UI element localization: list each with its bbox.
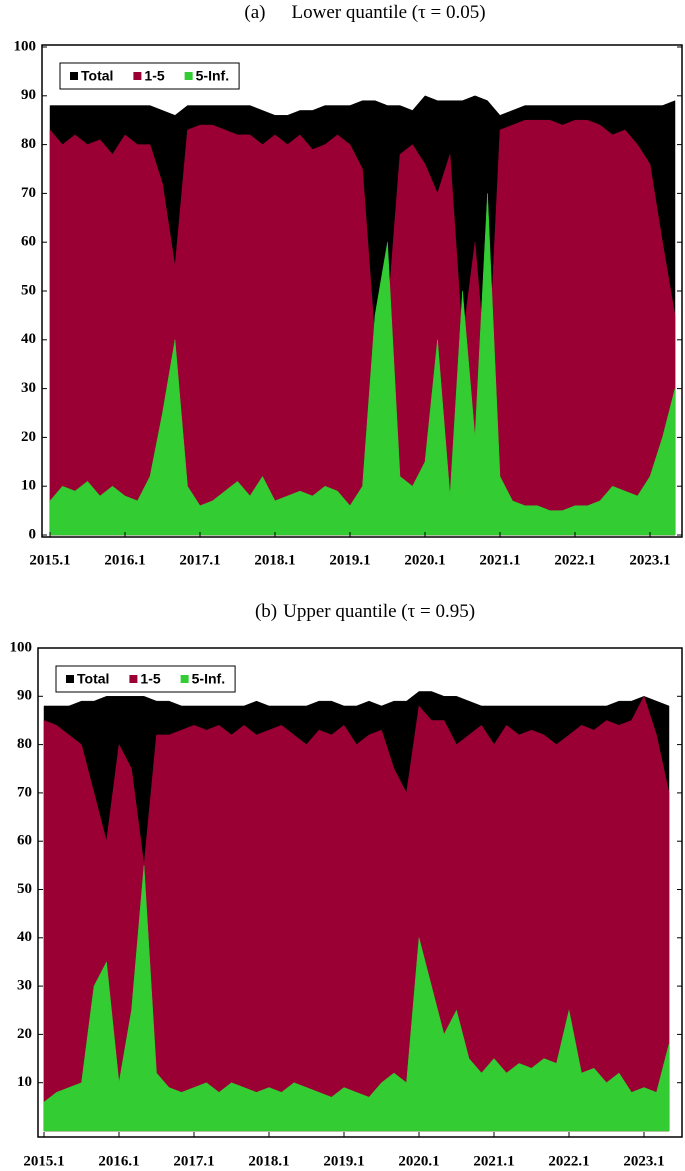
legend-swatch	[129, 675, 138, 683]
legend: Total 1-5 5-Inf.	[59, 62, 240, 90]
x-tick-label: 2023.1	[629, 552, 670, 568]
legend-label: 5-Inf.	[192, 671, 225, 687]
chart-title: (a) Lower quantile (τ = 0.05)	[244, 2, 485, 23]
legend-label: Total	[77, 671, 109, 687]
legend-swatch	[184, 72, 193, 80]
x-tick-label: 2022.1	[554, 552, 595, 568]
x-tick-label: 2022.1	[548, 1153, 589, 1169]
legend: Total 1-5 5-Inf.	[55, 665, 236, 693]
title-text: Upper quantile (τ = 0.95)	[283, 601, 475, 622]
y-tick-label: 60	[17, 833, 32, 849]
panel-label: (a)	[244, 2, 265, 23]
x-tick-label: 2017.1	[179, 552, 220, 568]
x-tick-label: 2016.1	[98, 1153, 139, 1169]
x-tick-label: 2023.1	[623, 1153, 664, 1169]
area-series	[43, 695, 670, 1132]
x-tick-label: 2020.1	[404, 552, 445, 568]
y-tick-label: 70	[21, 185, 36, 201]
legend-label: Total	[81, 68, 113, 84]
y-tick-label: 80	[17, 736, 32, 752]
y-tick-label: 60	[21, 234, 36, 250]
y-tick-label: 0	[29, 526, 37, 542]
panel-label: (b)	[255, 601, 277, 622]
legend-swatch	[133, 72, 142, 80]
y-tick-label: 70	[17, 784, 32, 800]
x-tick-label: 2018.1	[248, 1153, 289, 1169]
y-tick-label: 80	[21, 136, 36, 152]
area-series	[49, 119, 676, 536]
y-tick-label: 100	[14, 38, 37, 54]
area-series	[43, 865, 670, 1132]
y-tick-label: 90	[21, 87, 36, 103]
x-tick-label: 2021.1	[473, 1153, 514, 1169]
y-tick-label: 50	[17, 881, 32, 897]
chart-panel: (a) Lower quantile (τ = 0.05) 0 10 20 30 40 50 6…	[14, 2, 683, 568]
x-tick-label: 2017.1	[173, 1153, 214, 1169]
legend-label: 1-5	[140, 671, 160, 687]
x-tick-label: 2021.1	[479, 552, 520, 568]
legend-box	[55, 665, 236, 693]
y-tick-label: 10	[21, 478, 36, 494]
legend-label: 1-5	[144, 68, 164, 84]
x-tick-label: 2015.1	[23, 1153, 64, 1169]
plot-frame	[37, 647, 683, 1138]
y-tick-label: 50	[21, 282, 36, 298]
y-tick-label: 10	[17, 1074, 32, 1090]
legend-box	[59, 62, 240, 90]
y-tick-label: 20	[17, 1026, 32, 1042]
x-tick-label: 2019.1	[323, 1153, 364, 1169]
y-tick-label: 20	[21, 429, 36, 445]
x-tick-label: 2016.1	[104, 552, 145, 568]
x-tick-label: 2020.1	[398, 1153, 439, 1169]
chart-title: (b) Upper quantile (τ = 0.95)	[255, 601, 475, 622]
y-tick-label: 30	[21, 380, 36, 396]
y-tick-label: 30	[17, 978, 32, 994]
chart-panel: (b) Upper quantile (τ = 0.95) 10 20 30 40 50 60…	[10, 601, 683, 1169]
title-text: Lower quantile (τ = 0.05)	[292, 2, 486, 23]
y-tick-label: 90	[17, 688, 32, 704]
legend-label: 5-Inf.	[196, 68, 229, 84]
area-series	[49, 193, 676, 536]
legend-swatch	[66, 675, 74, 683]
legend-swatch	[180, 675, 189, 683]
x-tick-label: 2015.1	[29, 552, 70, 568]
legend-swatch	[70, 72, 78, 80]
y-tick-label: 100	[10, 639, 33, 655]
y-tick-label: 40	[21, 331, 36, 347]
y-tick-label: 40	[17, 929, 32, 945]
x-tick-label: 2018.1	[254, 552, 295, 568]
x-tick-label: 2019.1	[329, 552, 370, 568]
